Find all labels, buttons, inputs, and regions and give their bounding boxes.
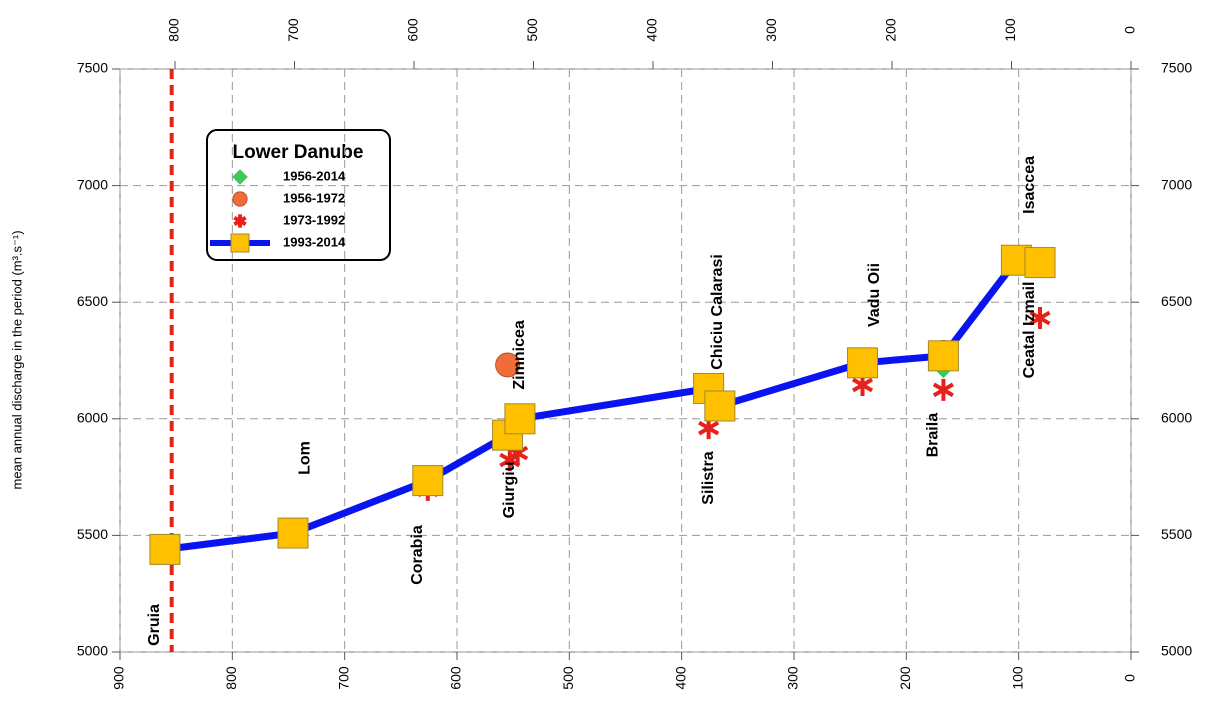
data-point	[495, 352, 520, 378]
x-tick-label: 200	[897, 666, 913, 690]
y-tick-label: 5000	[77, 643, 108, 659]
x2-tick-label: 600	[405, 18, 421, 42]
x-tick-label: 0	[1122, 674, 1138, 682]
y2-tick-label: 5000	[1161, 643, 1192, 659]
legend-marker	[233, 214, 247, 228]
x2-tick-label: 200	[883, 18, 899, 42]
x-tick-label: 900	[111, 666, 127, 690]
series-line	[164, 256, 1041, 553]
y2-tick-label: 7000	[1161, 176, 1192, 192]
station-label: Silistra	[700, 451, 717, 504]
x2-tick-label: 0	[1122, 26, 1138, 34]
station-label: Lom	[297, 441, 314, 475]
x-tick-label: 700	[335, 666, 351, 690]
data-point	[149, 533, 181, 565]
data-point	[277, 517, 309, 549]
y-tick-label: 5500	[77, 526, 108, 542]
y-tick-label: 7500	[77, 60, 108, 76]
station-label: Giurgiu	[501, 461, 518, 518]
legend-marker	[230, 233, 250, 253]
data-point	[932, 378, 954, 401]
data-point	[704, 390, 736, 422]
x2-tick-label: 400	[644, 18, 660, 42]
legend-label: 1956-2014	[283, 168, 346, 183]
station-label: Vadu Oii	[866, 263, 883, 327]
x-tick-label: 800	[223, 666, 239, 690]
data-point	[1029, 307, 1051, 330]
data-point	[927, 340, 959, 372]
data-point	[1024, 247, 1056, 279]
y2-tick-label: 6500	[1161, 293, 1192, 309]
y-axis-label: mean annual discharge in the period (m³.…	[9, 230, 24, 489]
station-label: Zimnicea	[511, 320, 528, 389]
station-label: Isaccea	[1021, 156, 1038, 214]
legend-marker	[232, 169, 248, 185]
x-tick-label: 300	[785, 666, 801, 690]
x-tick-label: 100	[1009, 666, 1025, 690]
y-tick-label: 6000	[77, 410, 108, 426]
legend-label: 1993-2014	[283, 234, 346, 249]
y-tick-label: 6500	[77, 293, 108, 309]
y2-tick-label: 6000	[1161, 410, 1192, 426]
legend-label: 1973-1992	[283, 212, 345, 227]
x-tick-label: 500	[560, 666, 576, 690]
x2-tick-label: 500	[524, 18, 540, 42]
data-point	[847, 347, 879, 379]
data-point	[412, 465, 444, 497]
x2-tick-label: 800	[166, 18, 182, 42]
station-label: Chiciu Calarasi	[709, 254, 726, 370]
legend-label: 1956-1972	[283, 190, 345, 205]
y-tick-label: 7000	[77, 176, 108, 192]
station-label: Gruia	[146, 604, 163, 646]
x-tick-label: 600	[448, 666, 464, 690]
legend-marker	[232, 191, 248, 207]
x-tick-label: 400	[672, 666, 688, 690]
station-label: Ceatal Izmail	[1021, 281, 1038, 378]
x2-tick-label: 300	[763, 18, 779, 42]
y2-tick-label: 5500	[1161, 526, 1192, 542]
x2-tick-label: 100	[1002, 18, 1018, 42]
legend-title: Lower Danube	[233, 142, 364, 163]
y2-tick-label: 7500	[1161, 60, 1192, 76]
data-point	[504, 403, 536, 435]
x2-tick-label: 700	[285, 18, 301, 42]
station-label: Corabia	[409, 525, 426, 585]
station-label: Braila	[925, 413, 942, 458]
